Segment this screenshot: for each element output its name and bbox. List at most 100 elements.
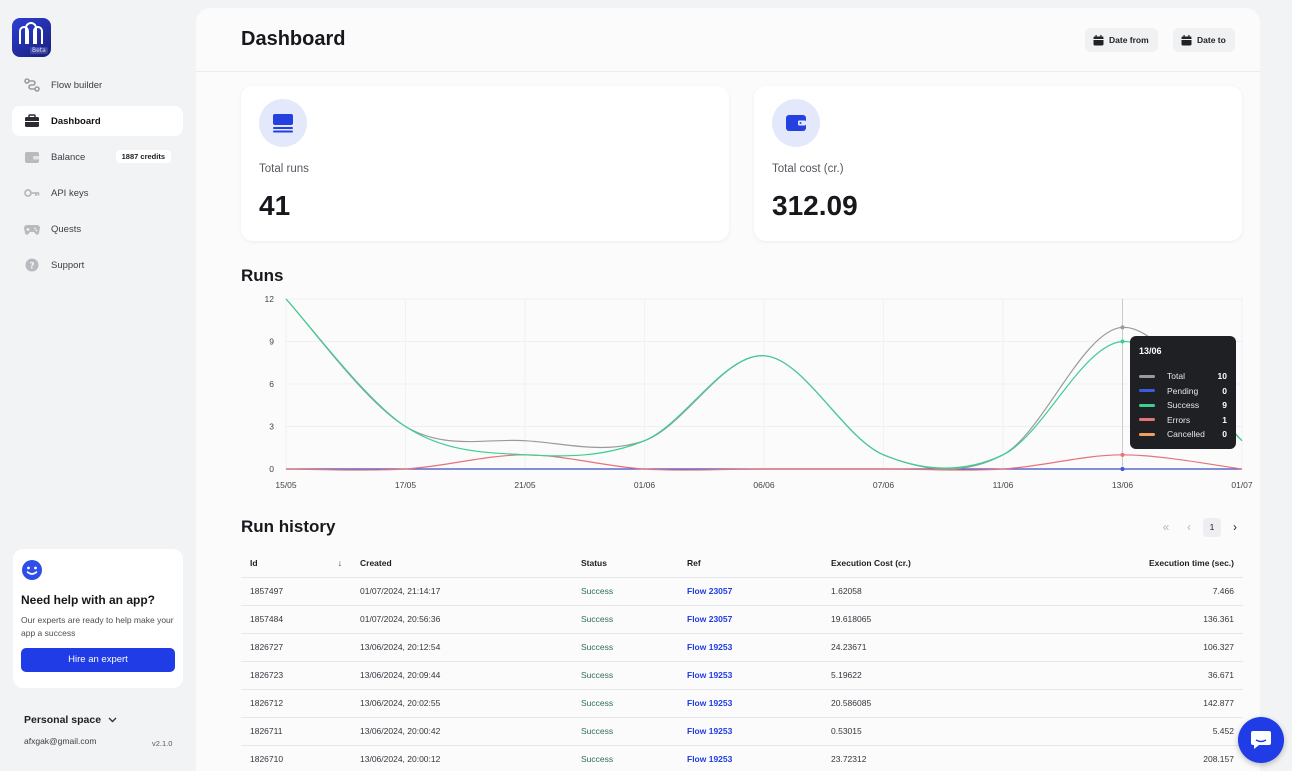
cell-exec-time: 208.157 [1022,745,1243,771]
tooltip-row: Errors 1 [1139,413,1227,428]
series-line-errors [285,454,1243,471]
total-runs-card: Total runs 41 [241,86,729,241]
cell-created: 13/06/2024, 20:12:54 [351,633,572,662]
cell-ref-link[interactable]: Flow 23057 [678,605,822,634]
user-email: afxgak@gmail.com [24,736,97,746]
prev-page-button[interactable]: ‹ [1187,520,1191,534]
table-row[interactable]: 1857497 01/07/2024, 21:14:17 Success Flow 2… [241,577,1243,606]
chevron-down-icon [108,717,117,723]
wallet-icon [772,99,820,147]
sidebar-nav: Flow builder Dashboard Balance 1887 cred… [12,70,183,286]
sort-arrow-icon[interactable]: ↓ [337,557,342,568]
cell-id: 1826711 [241,717,351,746]
cell-ref-link[interactable]: Flow 19253 [678,661,822,690]
tooltip-series-name: Pending [1167,385,1199,396]
table-row[interactable]: 1826723 13/06/2024, 20:09:44 Success Flow 1… [241,661,1243,690]
sidebar-item-flow-builder[interactable]: Flow builder [12,70,183,100]
workspace-name: Personal space [24,714,102,726]
app-logo[interactable]: Beta [12,18,51,57]
tooltip-series-name: Cancelled [1167,429,1205,440]
cell-id: 1826712 [241,689,351,718]
logo-glyph-icon [19,22,43,44]
column-label: Id [250,557,258,568]
runs-icon [259,99,307,147]
table-row[interactable]: 1826710 13/06/2024, 20:00:12 Success Flow 1… [241,745,1243,771]
table-header-row: Id ↓ Created Status Ref Execution Cost (c… [241,549,1243,578]
x-tick-label: 17/05 [395,480,417,490]
table-row[interactable]: 1826711 13/06/2024, 20:00:42 Success Flow 1… [241,717,1243,746]
tooltip-row: Total 10 [1139,369,1227,384]
hover-point-errors [1120,452,1125,457]
cell-exec-time: 136.361 [1022,605,1243,634]
run-history-table: Id ↓ Created Status Ref Execution Cost (c… [241,549,1243,771]
tooltip-row: Pending 0 [1139,384,1227,399]
sidebar-item-quests[interactable]: Quests [12,214,183,244]
cell-cost: 5.19622 [822,661,1022,690]
table-row[interactable]: 1826727 13/06/2024, 20:12:54 Success Flow 1… [241,633,1243,662]
sidebar-item-balance[interactable]: Balance 1887 credits [12,142,183,172]
cell-exec-time: 7.466 [1022,577,1243,606]
tooltip-series-name: Errors [1167,414,1191,425]
column-created: Created [351,549,572,578]
date-from-button[interactable]: Date from [1085,28,1158,52]
help-title: Need help with an app? [21,593,156,607]
date-to-button[interactable]: Date to [1173,28,1235,52]
workspace-switcher[interactable]: Personal space [24,714,117,726]
sidebar-item-api-keys[interactable]: API keys [12,178,183,208]
cell-ref-link[interactable]: Flow 19253 [678,717,822,746]
column-id[interactable]: Id ↓ [241,549,351,578]
credits-badge: 1887 credits [115,150,171,163]
cell-cost: 23.72312 [822,745,1022,771]
cell-id: 1826723 [241,661,351,690]
first-page-button[interactable]: « [1162,520,1170,534]
sidebar-item-label: Quests [51,223,82,235]
cell-ref-link[interactable]: Flow 19253 [678,745,822,771]
cell-created: 13/06/2024, 20:00:42 [351,717,572,746]
sidebar-item-label: Support [51,259,85,271]
x-tick-label: 15/05 [275,480,297,490]
legend-swatch [1139,389,1155,393]
y-tick-label: 12 [265,294,275,304]
page-number[interactable]: 1 [1203,518,1221,537]
table-row[interactable]: 1826712 13/06/2024, 20:02:55 Success Flow 1… [241,689,1243,718]
cell-cost: 20.586085 [822,689,1022,718]
cell-created: 13/06/2024, 20:02:55 [351,689,572,718]
hire-expert-button[interactable]: Hire an expert [21,648,175,672]
date-from-label: Date from [1109,35,1149,45]
x-tick-label: 13/06 [1112,480,1134,490]
x-tick-label: 01/07 [1231,480,1253,490]
cell-status: Success [572,661,678,690]
cell-exec-time: 5.452 [1022,717,1243,746]
column-exec-time: Execution time (sec.) [1022,549,1243,578]
chat-bubble-icon [1251,731,1271,749]
cell-created: 13/06/2024, 20:00:12 [351,745,572,771]
cell-cost: 24.23671 [822,633,1022,662]
cell-cost: 1.62058 [822,577,1022,606]
next-page-button[interactable]: › [1233,520,1237,534]
cell-ref-link[interactable]: Flow 19253 [678,689,822,718]
cell-exec-time: 142.877 [1022,689,1243,718]
table-row[interactable]: 1857484 01/07/2024, 20:56:36 Success Flow 2… [241,605,1243,634]
sidebar-item-support[interactable]: ? Support [12,250,183,280]
chat-widget-button[interactable] [1238,717,1284,763]
wallet-icon [24,150,40,164]
cell-cost: 19.618065 [822,605,1022,634]
column-cost: Execution Cost (cr.) [822,549,1022,578]
cell-ref-link[interactable]: Flow 23057 [678,577,822,606]
total-cost-value: 312.09 [772,190,858,221]
tooltip-series-value: 0 [1222,429,1227,440]
cell-id: 1826727 [241,633,351,662]
help-icon: ? [24,258,40,272]
cell-id: 1857484 [241,605,351,634]
tooltip-series-name: Total [1167,371,1185,382]
tooltip-series-value: 9 [1222,400,1227,411]
calendar-icon [1181,34,1192,45]
tooltip-series-name: Success [1167,400,1200,411]
page-title: Dashboard [241,28,346,50]
hover-point-pending [1120,467,1125,471]
page-header: Dashboard Date from Date to [196,8,1260,72]
app-version: v2.1.0 [152,739,173,748]
cell-cost: 0.53015 [822,717,1022,746]
sidebar-item-dashboard[interactable]: Dashboard [12,106,183,136]
cell-ref-link[interactable]: Flow 19253 [678,633,822,662]
